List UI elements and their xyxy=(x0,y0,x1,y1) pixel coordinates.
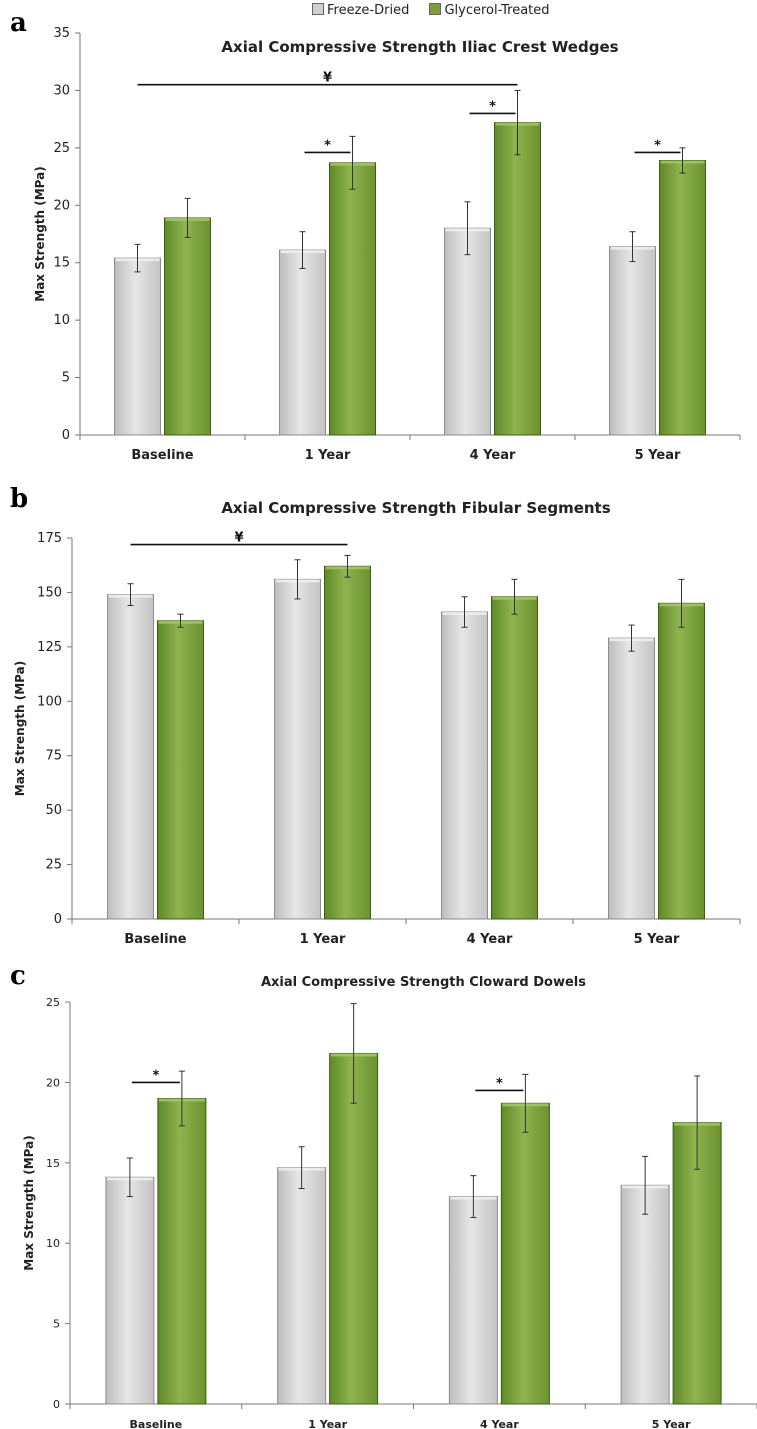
chart-c-bar-freeze-dried-5-year xyxy=(620,1184,670,1405)
chart-a-x-tick-label-1-year: 1 Year xyxy=(305,448,351,463)
chart-a-significance-label-3: * xyxy=(654,138,661,153)
legend-label-freeze-dried: Freeze-Dried xyxy=(327,3,410,18)
chart-c-bar-glycerol-treated-baseline xyxy=(157,1097,207,1405)
chart-b-bar-freeze-dried-5-year xyxy=(608,637,655,920)
chart-a-x-tick-label-4-year: 4 Year xyxy=(470,448,516,463)
chart-b-bar-glycerol-treated-baseline xyxy=(157,620,204,920)
chart-a-bar-freeze-dried-5-year xyxy=(609,246,656,436)
chart-a-y-tick-label: 10 xyxy=(53,313,70,328)
panel-letter-a: a xyxy=(10,8,27,38)
chart-a-y-tick-label: 0 xyxy=(62,428,70,443)
chart-c-x-tick-label-4-year: 4 Year xyxy=(480,1418,519,1429)
chart-a-bar-glycerol-treated-4-year xyxy=(494,122,541,436)
chart-c-y-tick-label: 15 xyxy=(46,1157,60,1170)
chart-b-y-tick-label: 75 xyxy=(45,749,62,764)
chart-c-x-tick-label-1-year: 1 Year xyxy=(308,1418,347,1429)
chart-a-bar-glycerol-treated-1-year xyxy=(329,162,376,436)
chart-c-title: Axial Compressive Strength Cloward Dowel… xyxy=(261,975,586,990)
chart-b-bar-freeze-dried-1-year xyxy=(274,578,321,920)
chart-a-y-tick-label: 25 xyxy=(53,141,70,156)
chart-b-y-tick-label: 0 xyxy=(54,912,62,927)
chart-a-bar-freeze-dried-4-year xyxy=(444,227,491,436)
chart-a-bar-freeze-dried-1-year xyxy=(279,249,326,436)
chart-b-bar-glycerol-treated-4-year xyxy=(491,596,538,920)
chart-a-y-tick-label: 5 xyxy=(62,371,70,386)
chart-b-x-tick-label-1-year: 1 Year xyxy=(300,932,346,947)
chart-a-significance-label-0: ¥ xyxy=(323,71,332,86)
chart-b-significance-label-0: ¥ xyxy=(234,531,243,546)
chart-c-bar-freeze-dried-1-year xyxy=(277,1167,327,1405)
panel-letter-c: c xyxy=(10,961,26,991)
chart-b-x-tick-label-baseline: Baseline xyxy=(124,932,186,947)
chart-b-bar-glycerol-treated-1-year xyxy=(324,565,371,920)
chart-c-y-tick-label: 0 xyxy=(53,1398,60,1411)
chart-b-x-tick-label-5-year: 5 Year xyxy=(634,932,680,947)
chart-b-y-tick-label: 25 xyxy=(45,858,62,873)
chart-b-y-axis-label: Max Strength (MPa) xyxy=(13,661,27,796)
chart-b-y-tick-label: 50 xyxy=(45,803,62,818)
chart-legend: Freeze-Dried Glycerol-Treated xyxy=(312,3,566,25)
chart-b-y-tick-label: 125 xyxy=(37,640,62,655)
legend-swatch-glycerol-treated xyxy=(429,3,442,15)
chart-b-bar-glycerol-treated-5-year xyxy=(658,602,705,920)
chart-c-significance-label-0: * xyxy=(152,1068,159,1083)
chart-a-x-tick-label-baseline: Baseline xyxy=(131,448,193,463)
chart-c-y-tick-label: 5 xyxy=(53,1318,60,1331)
chart-a-y-tick-label: 15 xyxy=(53,256,70,271)
chart-a-title: Axial Compressive Strength Iliac Crest W… xyxy=(221,38,618,56)
chart-c-significance-label-1: * xyxy=(496,1076,503,1091)
chart-a-y-tick-label: 20 xyxy=(53,198,70,213)
chart-b-title: Axial Compressive Strength Fibular Segme… xyxy=(221,499,610,517)
legend-label-glycerol-treated: Glycerol-Treated xyxy=(444,3,550,18)
chart-a-bar-glycerol-treated-5-year xyxy=(659,159,706,436)
chart-a-y-tick-label: 35 xyxy=(53,26,70,41)
legend-item-freeze-dried: Freeze-Dried xyxy=(312,3,409,18)
chart-c-y-tick-label: 10 xyxy=(46,1237,60,1250)
chart-c-y-tick-label: 20 xyxy=(46,1076,60,1089)
chart-b-bar-freeze-dried-baseline xyxy=(107,594,154,920)
chart-a-bar-glycerol-treated-baseline xyxy=(164,217,211,436)
chart-c-y-axis-label: Max Strength (MPa) xyxy=(22,1135,36,1270)
chart-c-bar-glycerol-treated-4-year xyxy=(500,1102,550,1405)
chart-a-y-tick-label: 30 xyxy=(53,83,70,98)
chart-c-x-tick-label-5-year: 5 Year xyxy=(652,1418,691,1429)
chart-c-bar-freeze-dried-4-year xyxy=(448,1196,498,1405)
chart-b-x-tick-label-4-year: 4 Year xyxy=(467,932,513,947)
chart-a-significance-label-1: * xyxy=(324,138,331,153)
chart-b-bar-freeze-dried-4-year xyxy=(441,611,488,920)
panel-letter-b: b xyxy=(10,484,29,514)
chart-b-y-tick-label: 175 xyxy=(37,531,62,546)
chart-b-y-tick-label: 100 xyxy=(37,694,62,709)
chart-a-x-tick-label-5-year: 5 Year xyxy=(635,448,681,463)
chart-b-y-tick-label: 150 xyxy=(37,585,62,600)
chart-a-bar-freeze-dried-baseline xyxy=(114,257,161,436)
chart-a-y-axis-label: Max Strength (MPa) xyxy=(33,166,47,301)
chart-c-y-tick-label: 25 xyxy=(46,996,60,1009)
chart-c-bar-freeze-dried-baseline xyxy=(105,1176,155,1405)
chart-c-x-tick-label-baseline: Baseline xyxy=(130,1418,183,1429)
legend-swatch-freeze-dried xyxy=(312,3,324,15)
chart-c-bar-glycerol-treated-1-year xyxy=(329,1052,379,1405)
legend-item-glycerol-treated: Glycerol-Treated xyxy=(429,3,550,18)
chart-a-significance-label-2: * xyxy=(489,99,496,114)
